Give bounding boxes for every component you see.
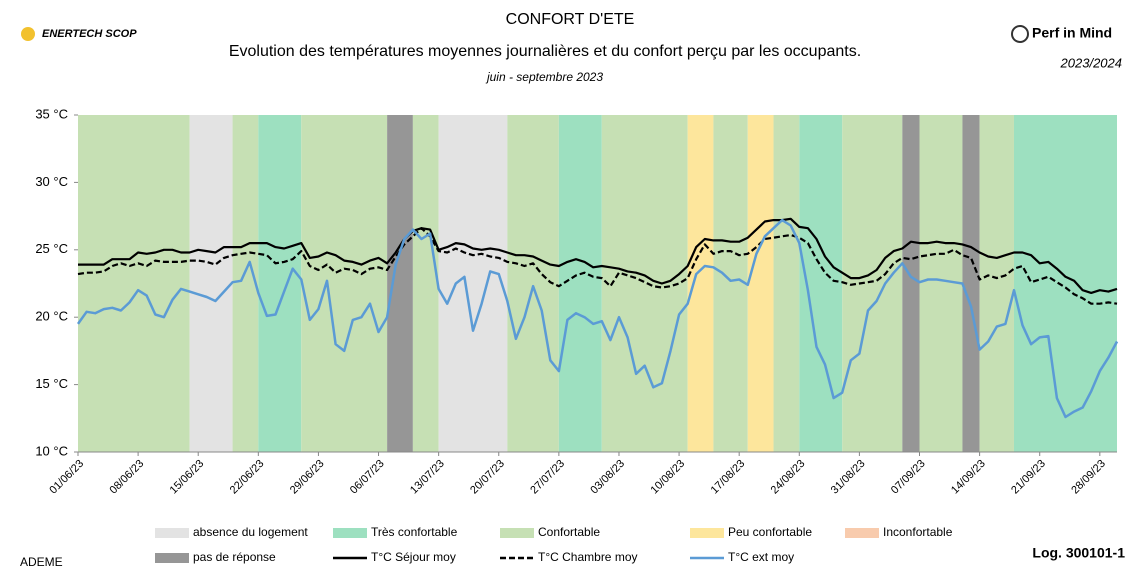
legend-label: absence du logement (193, 525, 308, 539)
legend-swatch (155, 528, 189, 538)
x-tick-label: 14/09/23 (949, 458, 988, 497)
logo-icon (1011, 25, 1029, 43)
x-tick-label: 10/08/23 (648, 458, 687, 497)
legend-label: T°C ext moy (728, 550, 794, 564)
legend-label: Confortable (538, 525, 600, 539)
x-tick-label: 01/06/23 (47, 458, 86, 497)
comfort-band (842, 115, 903, 452)
legend-swatch (333, 528, 367, 538)
y-tick-label: 20 °C (35, 309, 68, 324)
x-tick-label: 03/08/23 (588, 458, 627, 497)
x-tick-label: 20/07/23 (468, 458, 507, 497)
x-tick-label: 29/06/23 (288, 458, 327, 497)
comfort-band (687, 115, 714, 452)
legend-label: Peu confortable (728, 525, 812, 539)
y-tick-label: 15 °C (35, 376, 68, 391)
comfort-band (438, 115, 508, 452)
legend-label: T°C Chambre moy (538, 550, 638, 564)
chart-subtitle: Evolution des températures moyennes jour… (229, 43, 861, 60)
series-line (76, 218, 1119, 419)
y-tick-label: 30 °C (35, 174, 68, 189)
legend-swatch (155, 553, 189, 563)
x-tick-label: 08/06/23 (108, 458, 147, 497)
chart-title: CONFORT D'ETE (506, 11, 635, 28)
period: juin - septembre 2023 (485, 70, 603, 84)
comfort-band (507, 115, 559, 452)
x-tick-label: 06/07/23 (348, 458, 387, 497)
logo-left: ENERTECH SCOP (42, 28, 137, 40)
x-tick-label: 28/09/23 (1069, 458, 1108, 497)
comfort-band (558, 115, 602, 452)
y-tick-label: 10 °C (35, 443, 68, 458)
comfort-band (1013, 115, 1117, 452)
legend-label: Très confortable (371, 525, 458, 539)
y-tick-label: 25 °C (35, 241, 68, 256)
comfort-band (387, 115, 413, 452)
logo-right: Perf in Mind (1032, 25, 1112, 41)
comfort-band (902, 115, 920, 452)
x-tick-label: 07/09/23 (889, 458, 928, 497)
x-tick-label: 22/06/23 (228, 458, 267, 497)
comfort-band (962, 115, 980, 452)
comfort-band (258, 115, 302, 452)
comfort-band (232, 115, 259, 452)
legend-swatch (690, 528, 724, 538)
logo-icon (21, 27, 35, 41)
legend-label: Inconfortable (883, 525, 953, 539)
comfort-band (412, 115, 439, 452)
legend-label: pas de réponse (193, 550, 276, 564)
comfort-band (189, 115, 233, 452)
comfort-band (301, 115, 388, 452)
comfort-band (747, 115, 774, 452)
comfort-band (773, 115, 800, 452)
source: ADEME (20, 555, 63, 569)
series-line (78, 217, 1118, 294)
legend-label: T°C Séjour moy (371, 550, 456, 564)
series-line (77, 227, 1118, 305)
x-tick-label: 13/07/23 (408, 458, 447, 497)
x-tick-label: 24/08/23 (769, 458, 808, 497)
x-tick-label: 27/07/23 (528, 458, 567, 497)
comfort-band (979, 115, 1014, 452)
comfort-band (78, 115, 190, 452)
y-tick-label: 35 °C (35, 106, 68, 121)
legend-swatch (845, 528, 879, 538)
x-tick-label: 15/06/23 (168, 458, 207, 497)
legend-swatch (500, 528, 534, 538)
log-id: Log. 300101-1 (1032, 545, 1125, 561)
comfort-band (713, 115, 748, 452)
comfort-band (601, 115, 688, 452)
x-tick-label: 31/08/23 (829, 458, 868, 497)
x-tick-label: 17/08/23 (709, 458, 748, 497)
x-tick-label: 21/09/23 (1009, 458, 1048, 497)
season: 2023/2024 (1060, 55, 1122, 70)
